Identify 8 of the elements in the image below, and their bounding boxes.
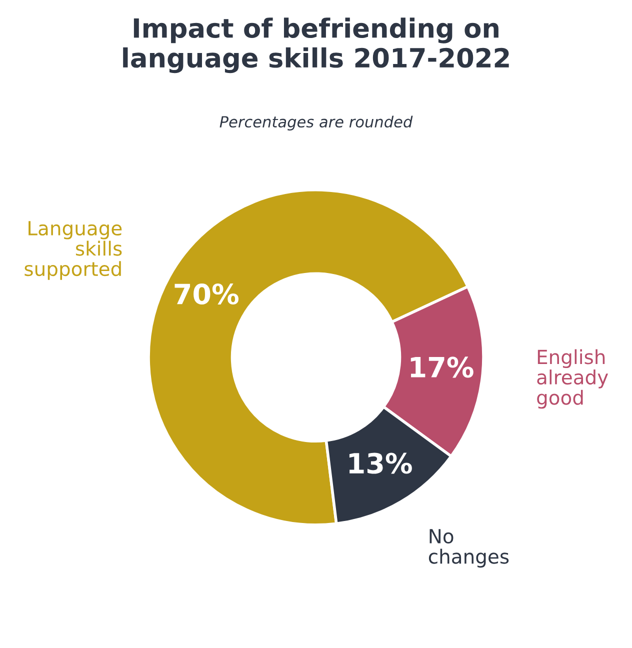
- slice-label: English already good: [537, 349, 608, 409]
- data-label: 70%: [174, 284, 238, 305]
- data-label: 13%: [349, 452, 412, 474]
- slice-label: No changes: [428, 529, 509, 568]
- chart-subtitle: Percentages are rounded: [220, 116, 413, 131]
- chart-title: Impact of befriending on language skills 2017-2022: [123, 18, 509, 74]
- data-label: 17%: [410, 356, 474, 378]
- slice-label: Language skills supported: [24, 221, 122, 280]
